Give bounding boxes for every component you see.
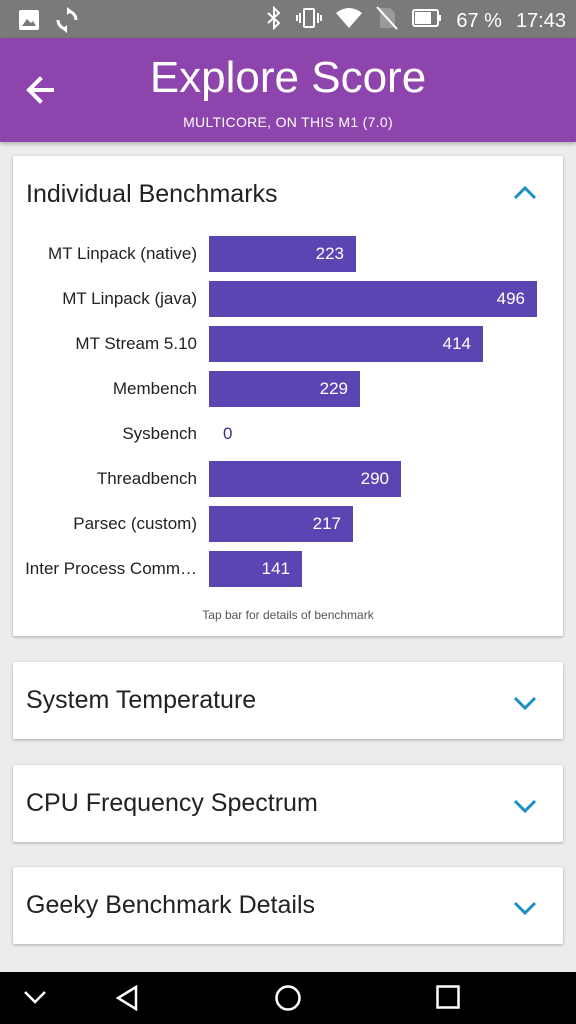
square-recents-icon	[436, 985, 460, 1009]
benchmark-bar[interactable]: 217	[209, 506, 353, 542]
benchmark-row: Inter Process Comm… 141	[13, 551, 563, 587]
benchmark-bar[interactable]: 229	[209, 371, 360, 407]
benchmark-bar[interactable]: 223	[209, 236, 356, 272]
chart-hint: Tap bar for details of benchmark	[202, 608, 374, 622]
expand-button[interactable]	[513, 798, 537, 814]
benchmark-label: Threadbench	[96, 469, 197, 488]
individual-benchmarks-title: Individual Benchmarks	[26, 180, 278, 208]
recents-nav-button[interactable]	[435, 984, 461, 1015]
status-bar: 67 % 17:43	[0, 0, 576, 38]
back-nav-button[interactable]	[114, 984, 142, 1017]
triangle-back-icon	[115, 984, 138, 1012]
individual-benchmarks-card: Individual Benchmarks MT Linpack (native…	[13, 156, 563, 636]
benchmark-row: MT Linpack (java) 496	[13, 281, 563, 317]
benchmark-value: 496	[496, 289, 525, 308]
battery-icon	[412, 9, 442, 33]
system-temperature-card[interactable]: System Temperature	[13, 662, 563, 739]
hide-keyboard-button[interactable]	[22, 988, 48, 1011]
benchmark-bar[interactable]: 290	[209, 461, 401, 497]
cpu-frequency-spectrum-title: CPU Frequency Spectrum	[26, 789, 318, 817]
image-icon	[18, 9, 40, 36]
benchmark-value: 223	[315, 244, 344, 263]
battery-percent: 67 %	[456, 10, 502, 32]
arrow-back-icon	[26, 76, 54, 104]
benchmark-value: 290	[360, 469, 389, 488]
navigation-bar	[0, 972, 576, 1024]
chevron-down-icon	[513, 696, 537, 711]
geeky-benchmark-details-title: Geeky Benchmark Details	[26, 891, 316, 919]
benchmark-value: 0	[223, 424, 233, 443]
app-bar: Explore Score MULTICORE, ON THIS M1 (7.0…	[0, 38, 576, 142]
benchmark-row: Membench 229	[13, 371, 563, 407]
circle-home-icon	[275, 985, 301, 1011]
benchmark-label: Inter Process Comm…	[25, 559, 197, 578]
benchmark-label: MT Linpack (java)	[62, 289, 197, 308]
benchmark-bar[interactable]: 141	[209, 551, 302, 587]
geeky-benchmark-details-card[interactable]: Geeky Benchmark Details	[13, 867, 563, 944]
bluetooth-icon	[266, 5, 282, 36]
benchmark-row: Threadbench 290	[13, 461, 563, 497]
back-button[interactable]	[22, 72, 62, 108]
chevron-down-icon	[513, 799, 537, 814]
benchmark-bar[interactable]: 414	[209, 326, 483, 362]
benchmark-bar[interactable]: 496	[209, 281, 537, 317]
benchmark-row: MT Linpack (native) 223	[13, 236, 563, 272]
benchmark-label: Parsec (custom)	[73, 514, 197, 533]
sync-icon	[54, 7, 80, 38]
chevron-up-icon	[513, 185, 537, 200]
page-subtitle: MULTICORE, ON THIS M1 (7.0)	[183, 114, 393, 130]
vibrate-icon	[296, 6, 323, 36]
benchmark-label: MT Linpack (native)	[48, 244, 197, 263]
no-sim-icon	[376, 6, 399, 36]
chevron-down-icon	[513, 901, 537, 916]
wifi-icon	[336, 7, 363, 35]
benchmark-label: Membench	[112, 379, 197, 398]
collapse-button[interactable]	[513, 184, 537, 200]
page-title: Explore Score	[149, 53, 427, 102]
cpu-frequency-spectrum-card[interactable]: CPU Frequency Spectrum	[13, 765, 563, 842]
benchmark-value: 229	[319, 379, 348, 398]
system-temperature-title: System Temperature	[26, 686, 257, 714]
benchmark-label: Sysbench	[122, 424, 197, 443]
benchmark-value: 141	[261, 559, 290, 578]
benchmark-value: 217	[312, 514, 341, 533]
benchmark-row: Sysbench 0	[13, 416, 563, 452]
expand-button[interactable]	[513, 695, 537, 711]
clock: 17:43	[515, 10, 566, 32]
benchmark-row: MT Stream 5.10 414	[13, 326, 563, 362]
expand-button[interactable]	[513, 900, 537, 916]
benchmark-row: Parsec (custom) 217	[13, 506, 563, 542]
home-nav-button[interactable]	[274, 984, 302, 1017]
benchmark-label: MT Stream 5.10	[75, 334, 197, 353]
benchmark-value: 414	[442, 334, 471, 353]
chevron-down-icon	[24, 991, 46, 1004]
